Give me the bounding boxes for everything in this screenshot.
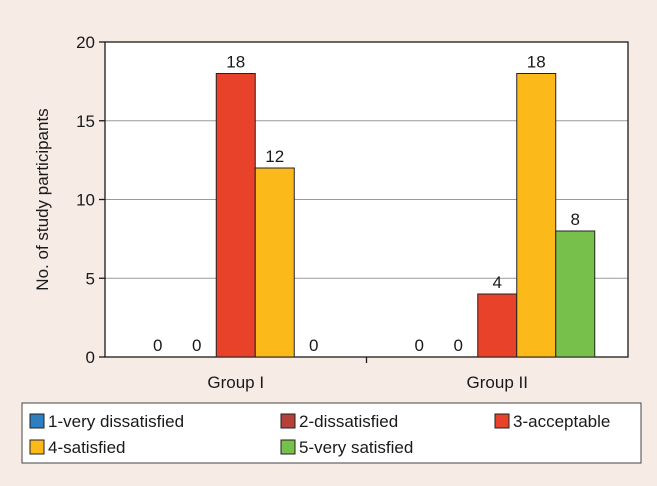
bar (215, 73, 256, 358)
data-label: 12 (265, 147, 284, 166)
y-tick-label: 15 (76, 112, 95, 131)
legend-label: 1-very dissatisfied (48, 412, 184, 431)
bar (254, 167, 295, 358)
legend (21, 402, 642, 464)
x-tick-label: Group II (467, 373, 528, 392)
y-tick-label: 20 (76, 33, 95, 52)
data-label: 4 (493, 273, 502, 292)
data-label: 0 (415, 336, 424, 355)
legend-label: 2-dissatisfied (299, 412, 398, 431)
legend-swatch (280, 439, 296, 455)
legend-swatch (29, 439, 45, 455)
bar (555, 230, 596, 358)
data-label: 0 (192, 336, 201, 355)
data-label: 0 (454, 336, 463, 355)
legend-label: 4-satisfied (48, 438, 125, 457)
y-tick-label: 0 (86, 348, 95, 367)
legend-label: 5-very satisfied (299, 438, 413, 457)
data-label: 18 (527, 53, 546, 72)
legend-swatch (280, 413, 296, 429)
bar (477, 293, 518, 358)
legend-swatch (494, 413, 510, 429)
legend-swatch (29, 413, 45, 429)
data-label: 8 (571, 210, 580, 229)
data-label: 18 (226, 53, 245, 72)
y-axis-title: No. of study participants (33, 108, 52, 290)
y-tick-label: 5 (86, 269, 95, 288)
data-label: 0 (153, 336, 162, 355)
y-tick-label: 10 (76, 191, 95, 210)
bar (516, 73, 557, 358)
x-tick-label: Group I (207, 373, 264, 392)
data-label: 0 (309, 336, 318, 355)
legend-label: 3-acceptable (513, 412, 610, 431)
